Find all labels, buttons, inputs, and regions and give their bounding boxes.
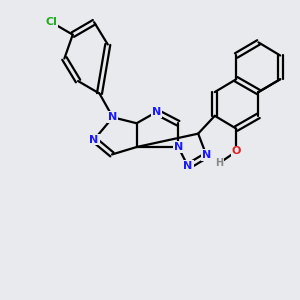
Text: N: N (89, 135, 99, 145)
Text: Cl: Cl (45, 17, 57, 27)
Text: N: N (174, 142, 183, 152)
Text: N: N (108, 112, 118, 122)
Text: N: N (152, 107, 161, 117)
Text: O: O (232, 146, 241, 157)
Text: H: H (215, 158, 223, 168)
Text: N: N (202, 150, 211, 160)
Text: N: N (183, 161, 193, 171)
